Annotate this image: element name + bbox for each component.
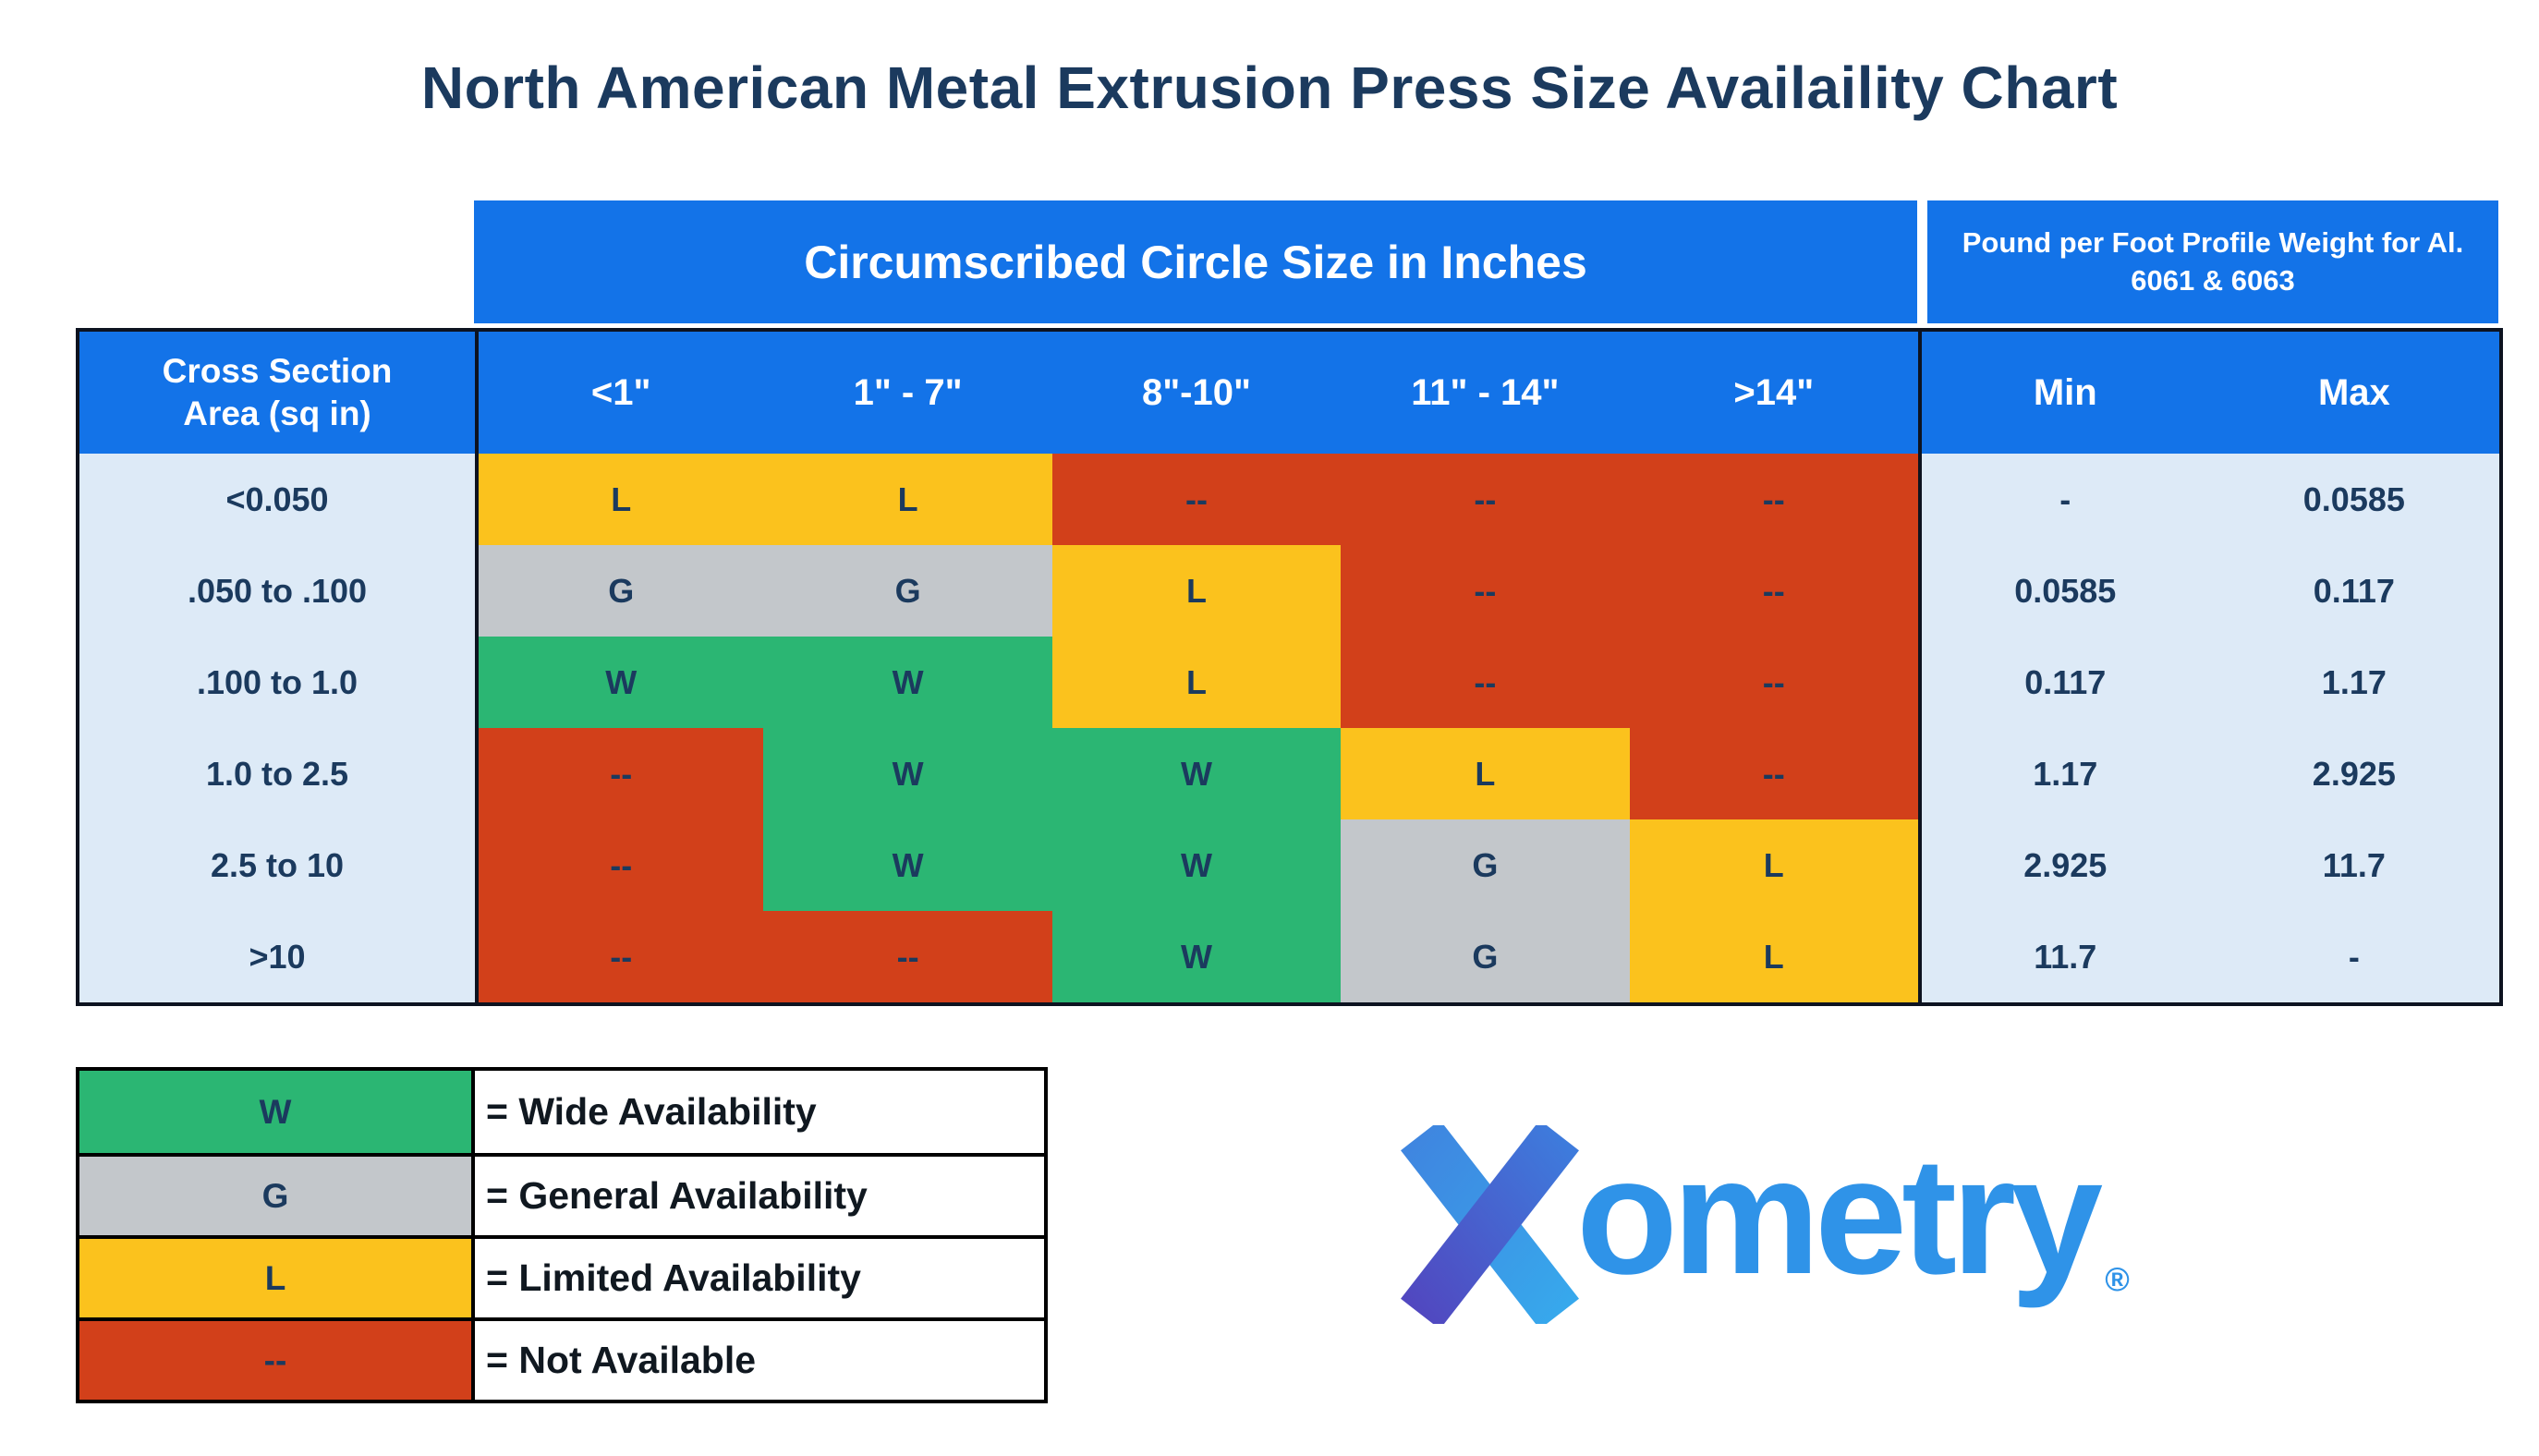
availability-cell: G: [763, 545, 1052, 637]
size-column-header: 11" - 14": [1341, 332, 1630, 454]
max-value: 0.117: [2208, 545, 2500, 637]
table-body: Cross Section Area (sq in) <1" 1" - 7" 8…: [76, 328, 2504, 1006]
weight-group-header: Pound per Foot Profile Weight for Al. 60…: [1927, 200, 2498, 323]
row-label: <0.050: [79, 454, 475, 545]
legend-swatch: L: [79, 1239, 475, 1317]
table-banner-row: Circumscribed Circle Size in Inches Poun…: [76, 200, 2503, 323]
max-value: -: [2208, 911, 2500, 1002]
row-label-header: Cross Section Area (sq in): [79, 332, 475, 454]
weight-column-header: Min: [1917, 332, 2209, 454]
size-column-header: 1" - 7": [763, 332, 1052, 454]
max-value: 2.925: [2208, 728, 2500, 819]
availability-table: Circumscribed Circle Size in Inches Poun…: [76, 200, 2504, 1006]
availability-cell: --: [475, 819, 764, 911]
min-value: -: [1917, 454, 2209, 545]
availability-cell: --: [1341, 454, 1630, 545]
legend-label: = Not Available: [475, 1321, 1044, 1400]
size-column-header: <1": [475, 332, 764, 454]
size-column-header: >14": [1629, 332, 1918, 454]
banner-spacer: [76, 200, 474, 323]
min-value: 2.925: [1917, 819, 2209, 911]
registered-trademark-symbol: ®: [2105, 1260, 2130, 1298]
max-value: 1.17: [2208, 637, 2500, 728]
availability-cell: --: [1629, 545, 1918, 637]
availability-cell: L: [1341, 728, 1630, 819]
legend-swatch: W: [79, 1071, 475, 1153]
availability-cell: --: [475, 911, 764, 1002]
availability-cell: --: [1629, 454, 1918, 545]
availability-cell: W: [763, 637, 1052, 728]
row-label: >10: [79, 911, 475, 1002]
legend-row: W = Wide Availability: [79, 1071, 1044, 1153]
legend-swatch: --: [79, 1321, 475, 1400]
min-value: 0.0585: [1917, 545, 2209, 637]
availability-cell: --: [1341, 637, 1630, 728]
availability-cell: W: [1051, 728, 1342, 819]
xometry-x-icon: [1401, 1124, 1579, 1324]
legend-label: = Limited Availability: [475, 1239, 1044, 1317]
size-column-header: 8"-10": [1051, 332, 1342, 454]
availability-cell: G: [1341, 911, 1630, 1002]
availability-cell: L: [763, 454, 1052, 545]
availability-cell: L: [1051, 545, 1342, 637]
availability-cell: --: [475, 728, 764, 819]
xometry-wordmark: ometry: [1576, 1123, 2103, 1309]
legend-label: = Wide Availability: [475, 1071, 1044, 1153]
availability-cell: W: [1051, 819, 1342, 911]
legend: W = Wide Availability G = General Availa…: [76, 1067, 1048, 1403]
availability-cell: G: [1341, 819, 1630, 911]
row-label: .100 to 1.0: [79, 637, 475, 728]
availability-cell: L: [475, 454, 764, 545]
legend-row: G = General Availability: [79, 1153, 1044, 1235]
availability-cell: L: [1629, 911, 1918, 1002]
legend-swatch: G: [79, 1157, 475, 1235]
max-value: 11.7: [2208, 819, 2500, 911]
availability-cell: W: [763, 728, 1052, 819]
availability-cell: --: [1051, 454, 1342, 545]
legend-label: = General Availability: [475, 1157, 1044, 1235]
legend-row: -- = Not Available: [79, 1317, 1044, 1400]
availability-cell: --: [1629, 728, 1918, 819]
availability-cell: G: [475, 545, 764, 637]
availability-cell: L: [1051, 637, 1342, 728]
availability-cell: W: [763, 819, 1052, 911]
size-group-header: Circumscribed Circle Size in Inches: [474, 200, 1917, 323]
xometry-logo: ometry ®: [1391, 1118, 2130, 1330]
availability-cell: W: [1051, 911, 1342, 1002]
max-value: 0.0585: [2208, 454, 2500, 545]
availability-cell: --: [1629, 637, 1918, 728]
page-title: North American Metal Extrusion Press Siz…: [420, 55, 2119, 121]
availability-cell: W: [475, 637, 764, 728]
min-value: 1.17: [1917, 728, 2209, 819]
weight-column-header: Max: [2208, 332, 2500, 454]
min-value: 0.117: [1917, 637, 2209, 728]
row-label: 2.5 to 10: [79, 819, 475, 911]
availability-cell: --: [1341, 545, 1630, 637]
table-grid: Cross Section Area (sq in) <1" 1" - 7" 8…: [79, 332, 2500, 1002]
row-label: 1.0 to 2.5: [79, 728, 475, 819]
row-label: .050 to .100: [79, 545, 475, 637]
legend-row: L = Limited Availability: [79, 1235, 1044, 1317]
availability-cell: L: [1629, 819, 1918, 911]
availability-cell: --: [763, 911, 1052, 1002]
min-value: 11.7: [1917, 911, 2209, 1002]
